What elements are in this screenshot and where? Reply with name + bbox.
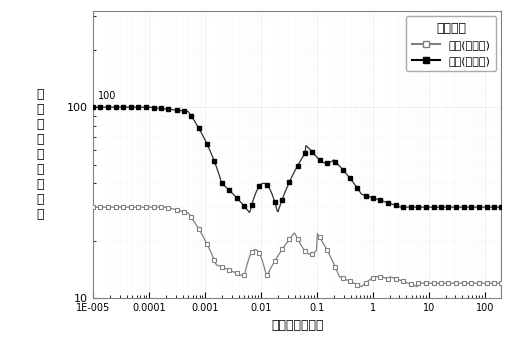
X-axis label: 延迟时间（秒）: 延迟时间（秒） [271, 319, 324, 332]
Legend: 早期(上阶跃), 晗期(上阶跃): 早期(上阶跃), 晗期(上阶跃) [406, 16, 496, 71]
Text: 100: 100 [98, 91, 116, 101]
Text: 视
电
阻
率
（
欧
姆
米
）: 视 电 阻 率 （ 欧 姆 米 ） [36, 88, 44, 221]
